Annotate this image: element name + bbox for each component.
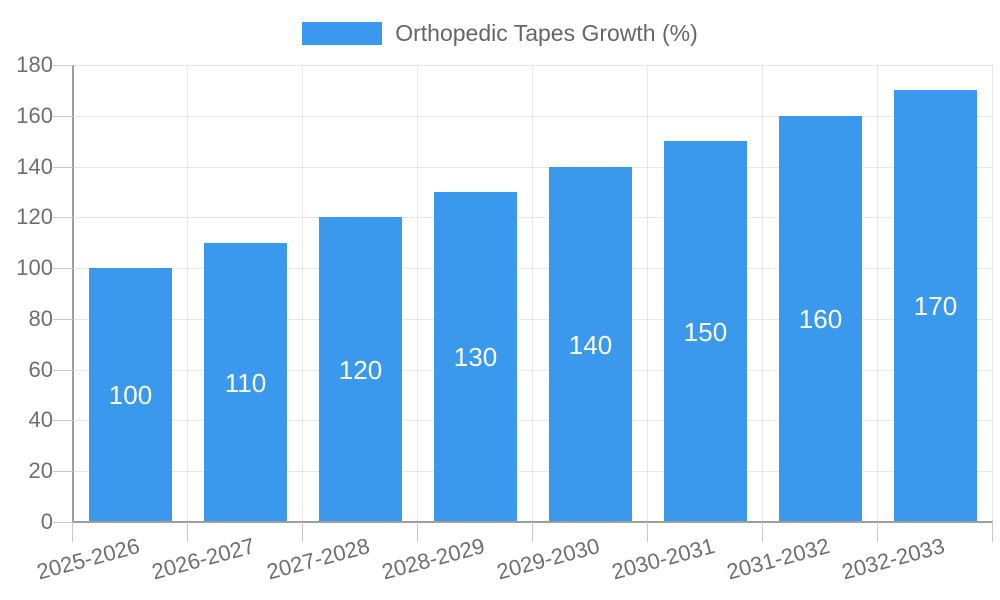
- y-tick: [53, 115, 73, 117]
- v-gridline: [762, 65, 763, 522]
- x-tick: [762, 522, 763, 542]
- x-tick: [647, 522, 648, 542]
- y-tick: [53, 471, 73, 473]
- bar-value-label: 120: [338, 354, 383, 385]
- y-tick-label: 0: [40, 509, 53, 534]
- y-tick: [53, 65, 73, 66]
- y-tick: [53, 369, 73, 371]
- y-tick-label: 180: [16, 52, 53, 77]
- y-tick-label: 100: [16, 255, 53, 281]
- y-tick-label: 20: [28, 458, 53, 484]
- bar[interactable]: 130: [434, 192, 517, 522]
- y-tick-label: 40: [28, 407, 53, 433]
- x-tick: [992, 522, 993, 542]
- y-tick-label: 60: [28, 356, 53, 382]
- h-gridline: [73, 115, 993, 117]
- h-gridline: [73, 369, 993, 371]
- v-gridline: [992, 65, 993, 522]
- legend-swatch: [302, 21, 383, 45]
- bar-value-label: 170: [913, 291, 958, 321]
- h-gridline: [73, 166, 993, 168]
- h-gridline: [73, 268, 993, 270]
- h-gridline: [73, 217, 993, 219]
- bar[interactable]: 150: [664, 141, 747, 522]
- v-gridline: [417, 65, 418, 522]
- legend-label: Orthopedic Tapes Growth (%): [395, 20, 698, 46]
- y-tick: [53, 217, 73, 219]
- bar-value-label: 150: [683, 316, 728, 347]
- h-gridline: [73, 420, 993, 422]
- bar-value-label: 140: [568, 329, 613, 360]
- y-axis-line: [72, 65, 74, 522]
- v-gridline: [532, 65, 533, 522]
- x-tick: [187, 522, 188, 542]
- y-tick-label: 80: [28, 305, 53, 331]
- x-tick: [302, 522, 303, 542]
- y-tick: [53, 522, 73, 523]
- bar[interactable]: 100: [89, 268, 172, 522]
- y-tick: [53, 318, 73, 320]
- y-tick-label: 120: [16, 204, 53, 230]
- x-axis-line: [73, 521, 993, 523]
- bar[interactable]: 170: [894, 90, 977, 522]
- bar[interactable]: 140: [549, 167, 632, 522]
- h-gridline: [73, 65, 993, 66]
- x-tick: [417, 522, 418, 542]
- y-tick-label: 140: [16, 153, 53, 179]
- plot-area: 100 110 120 130 140 150 160 170: [72, 65, 993, 523]
- bar-value-label: 110: [224, 367, 267, 398]
- y-tick: [53, 420, 73, 422]
- bar-value-label: 130: [453, 342, 498, 372]
- bar-value-label: 100: [108, 380, 153, 410]
- v-gridline: [877, 65, 878, 522]
- bar-value-label: 160: [798, 304, 843, 334]
- v-gridline: [302, 65, 303, 522]
- v-gridline: [647, 65, 648, 522]
- y-tick-label: 160: [16, 102, 53, 128]
- v-gridline: [187, 65, 188, 522]
- h-gridline: [73, 471, 993, 473]
- x-tick: [877, 522, 878, 542]
- bar[interactable]: 160: [779, 116, 862, 522]
- y-tick: [53, 268, 73, 270]
- x-tick: [72, 522, 73, 542]
- h-gridline: [73, 318, 993, 320]
- bar[interactable]: 120: [319, 217, 402, 522]
- y-tick: [53, 166, 73, 168]
- x-tick: [532, 522, 533, 542]
- bar[interactable]: 110: [204, 243, 287, 522]
- legend-item[interactable]: Orthopedic Tapes Growth (%): [0, 20, 1000, 46]
